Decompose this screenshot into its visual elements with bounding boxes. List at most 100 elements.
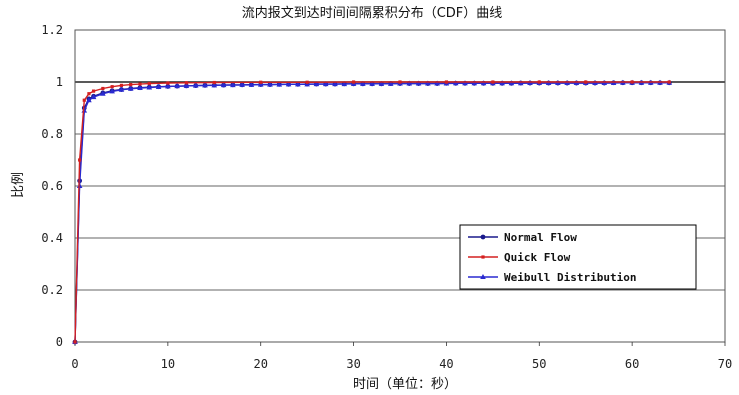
- data-point: [491, 80, 495, 84]
- y-tick-label: 0.4: [41, 231, 63, 245]
- data-point: [78, 158, 82, 162]
- data-point: [517, 80, 524, 86]
- y-tick-label: 0: [56, 335, 63, 349]
- data-point: [351, 80, 356, 84]
- x-tick-label: 20: [253, 357, 267, 371]
- data-point: [387, 80, 394, 86]
- data-point: [184, 81, 189, 85]
- data-point: [239, 81, 245, 87]
- series-layer: [72, 79, 673, 345]
- data-point: [406, 80, 413, 86]
- data-point: [499, 80, 505, 86]
- y-tick-label: 0.6: [41, 179, 63, 193]
- data-point: [212, 80, 216, 85]
- x-tick-label: 60: [625, 357, 639, 371]
- series-line: [74, 82, 670, 343]
- data-point: [138, 82, 142, 86]
- y-tick-label: 0.2: [41, 283, 63, 297]
- data-point: [165, 83, 171, 89]
- data-point: [86, 97, 92, 103]
- data-point: [109, 88, 115, 94]
- data-point: [667, 80, 671, 84]
- series-normal-flow: [72, 80, 672, 345]
- series-line: [74, 82, 670, 343]
- data-point: [137, 84, 143, 90]
- data-point: [332, 81, 338, 87]
- x-tick-label: 30: [346, 357, 360, 371]
- data-point: [276, 81, 283, 87]
- x-tick-label: 10: [161, 357, 175, 371]
- data-point: [425, 80, 431, 86]
- data-point: [537, 80, 541, 84]
- data-point: [360, 80, 366, 86]
- data-point: [313, 81, 320, 87]
- data-point: [166, 81, 170, 85]
- data-point: [119, 83, 124, 87]
- data-point: [369, 80, 375, 86]
- data-point: [259, 80, 263, 84]
- data-point: [87, 92, 91, 96]
- data-point: [100, 90, 106, 96]
- data-point: [202, 82, 208, 88]
- data-point: [267, 81, 273, 87]
- data-point: [192, 82, 199, 88]
- data-point: [471, 80, 478, 86]
- data-point: [73, 340, 77, 344]
- data-point: [257, 81, 264, 87]
- legend-label: Quick Flow: [504, 251, 571, 264]
- series-quick-flow: [73, 80, 671, 344]
- data-point: [480, 80, 487, 86]
- data-point: [341, 81, 348, 87]
- series-line: [74, 81, 670, 343]
- legend-label: Normal Flow: [504, 231, 577, 244]
- data-point: [101, 86, 105, 91]
- series-weibull-distribution: [72, 79, 673, 344]
- x-tick-label: 70: [718, 357, 732, 371]
- data-point: [146, 84, 153, 90]
- data-point: [211, 82, 218, 88]
- data-point: [584, 80, 588, 84]
- data-point: [90, 94, 97, 100]
- data-point: [630, 80, 634, 84]
- y-axis-label: 比例: [11, 172, 26, 198]
- data-point: [444, 80, 449, 84]
- data-point: [322, 81, 329, 87]
- data-point: [508, 80, 515, 86]
- legend-box: [459, 224, 697, 290]
- legend-label: Weibull Distribution: [504, 271, 636, 284]
- y-tick-label: 1: [56, 75, 63, 89]
- data-point: [462, 80, 468, 86]
- x-axis-label: 时间（单位：秒）: [353, 377, 457, 392]
- legend: Normal Flow Quick Flow Weibull Distributio…: [459, 224, 697, 290]
- data-point: [248, 81, 255, 87]
- y-tick-label: 1.2: [41, 23, 63, 37]
- data-point: [285, 81, 292, 87]
- data-point: [378, 80, 385, 86]
- data-point: [110, 85, 114, 89]
- data-point: [398, 80, 402, 84]
- plot-area-frame: [74, 29, 726, 343]
- data-point: [183, 82, 190, 88]
- data-point: [174, 83, 180, 89]
- data-point: [415, 80, 422, 86]
- data-point: [220, 82, 227, 88]
- x-tick-label: 40: [439, 357, 453, 371]
- data-point: [91, 89, 96, 93]
- data-point: [82, 98, 86, 102]
- data-point: [434, 80, 440, 86]
- data-point: [295, 81, 301, 87]
- data-point: [118, 86, 125, 92]
- data-point: [129, 83, 133, 87]
- data-point: [155, 83, 162, 89]
- y-tick-label: 0.8: [41, 127, 63, 141]
- legend-swatch-marker: [481, 255, 485, 259]
- chart-title: 流内报文到达时间间隔累积分布（CDF）曲线: [242, 5, 503, 21]
- y-axis-ticks: 0 0.2 0.4 0.6 0.8 1 1.2: [41, 23, 63, 349]
- legend-swatch-marker: [480, 234, 486, 240]
- legend-swatch-marker: [480, 274, 486, 279]
- x-tick-label: 0: [71, 357, 78, 371]
- x-axis-ticks: 0 10 20 30 40 50 60 70: [71, 342, 732, 371]
- data-point: [305, 80, 309, 84]
- data-point: [230, 82, 236, 88]
